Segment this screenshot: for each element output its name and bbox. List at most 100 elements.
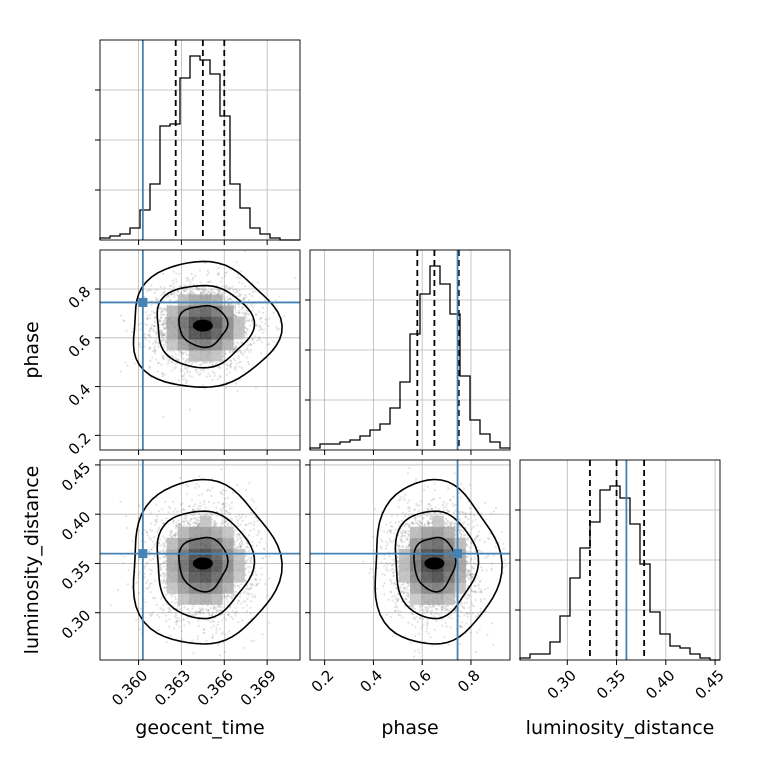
sample-point (159, 319, 162, 322)
sample-point (220, 277, 223, 280)
sample-point (252, 528, 256, 531)
sample-point (198, 611, 201, 615)
sample-point (179, 292, 183, 295)
sample-point (172, 510, 175, 513)
sample-point (213, 374, 216, 377)
sample-point (159, 316, 163, 320)
sample-point (262, 557, 265, 560)
sample-point (179, 607, 182, 611)
sample-point (261, 557, 264, 560)
sample-point (245, 610, 248, 613)
sample-point (198, 611, 201, 614)
sample-point (195, 612, 198, 616)
sample-point (229, 365, 232, 368)
sample-point (158, 616, 161, 619)
sample-point (190, 363, 193, 366)
sample-point (189, 289, 192, 293)
sample-point (149, 528, 152, 531)
sample-point (183, 290, 187, 293)
sample-point (137, 591, 141, 595)
sample-point (152, 328, 155, 331)
sample-point (151, 613, 154, 617)
density-cell (211, 305, 223, 318)
sample-point (224, 352, 227, 355)
sample-point (153, 579, 157, 582)
sample-point (251, 541, 254, 544)
sample-point (160, 608, 163, 611)
sample-point (221, 285, 224, 288)
sample-point (150, 522, 153, 525)
sample-point (164, 343, 167, 346)
sample-point (225, 387, 228, 390)
sample-point (244, 515, 247, 518)
sample-point (232, 594, 235, 597)
sample-point (248, 587, 251, 590)
sample-point (144, 338, 147, 341)
sample-point (250, 584, 253, 587)
sample-point (165, 640, 168, 644)
sample-point (228, 504, 231, 507)
sample-point (230, 501, 233, 504)
sample-point (167, 611, 170, 614)
sample-point (194, 274, 197, 277)
density-panel-phase-vs-geocent_time (100, 250, 297, 418)
sample-point (223, 302, 226, 305)
sample-point (229, 512, 232, 515)
sample-point (259, 324, 262, 328)
sample-point (177, 519, 180, 522)
sample-point (251, 309, 254, 312)
sample-point (238, 542, 241, 545)
sample-point (174, 612, 177, 615)
sample-point (227, 303, 230, 306)
sample-point (231, 285, 234, 288)
sample-point (236, 290, 239, 293)
sample-point (249, 560, 252, 563)
sample-point (203, 288, 207, 291)
sample-point (247, 522, 250, 525)
sample-point (259, 327, 263, 330)
sample-point (233, 543, 236, 547)
sample-point (223, 606, 226, 610)
sample-point (212, 370, 215, 373)
sample-point (151, 557, 154, 561)
sample-point (198, 607, 201, 610)
sample-point (229, 351, 232, 354)
sample-point (236, 602, 239, 605)
sample-point (172, 520, 176, 523)
sample-point (228, 287, 231, 290)
sample-point (238, 294, 241, 297)
sample-point (226, 594, 229, 597)
sample-point (191, 508, 195, 511)
sample-point (153, 352, 157, 355)
sample-point (174, 532, 177, 535)
sample-point (191, 289, 194, 293)
sample-point (233, 533, 236, 536)
sample-point (253, 594, 256, 597)
sample-point (249, 565, 252, 569)
sample-point (278, 295, 281, 298)
sample-point (225, 271, 228, 274)
sample-point (234, 541, 237, 544)
sample-point (240, 545, 243, 548)
sample-point (226, 523, 229, 526)
sample-point (238, 311, 241, 314)
sample-point (234, 606, 237, 610)
sample-point (181, 353, 184, 356)
sample-point (157, 541, 161, 545)
sample-point (210, 495, 213, 498)
sample-point (178, 273, 181, 276)
sample-point (247, 344, 250, 347)
sample-point (231, 609, 234, 613)
sample-point (154, 519, 157, 522)
density-cell (222, 327, 234, 340)
sample-point (204, 608, 208, 611)
sample-point (245, 560, 248, 563)
sample-point (185, 514, 188, 517)
sample-point (179, 285, 182, 288)
sample-point (191, 508, 194, 511)
sample-point (178, 617, 181, 620)
sample-point (221, 493, 224, 496)
sample-point (244, 600, 247, 603)
sample-point (139, 607, 142, 610)
sample-point (201, 292, 204, 295)
